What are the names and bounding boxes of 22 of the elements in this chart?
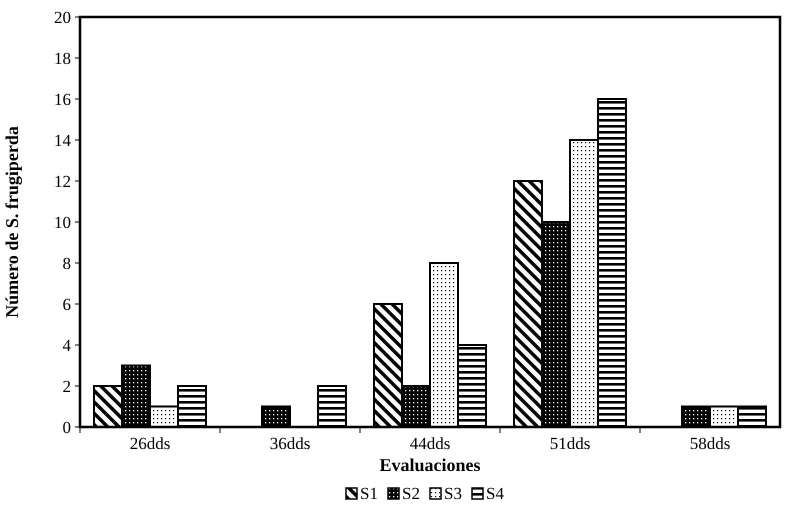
x-tick-label: 26dds [130, 434, 170, 453]
legend-label: S1 [360, 484, 378, 503]
y-tick-label: 2 [62, 376, 71, 396]
x-tick-label: 58dds [690, 434, 730, 453]
y-axis-title: Número de S. frugiperda [2, 126, 22, 318]
y-tick-label: 4 [62, 336, 72, 355]
x-tick-label: 51dds [550, 434, 590, 453]
y-tick-label: 20 [54, 8, 71, 27]
x-tick-label: 44dds [410, 434, 450, 453]
legend-label: S4 [486, 484, 504, 503]
y-tick-label: 18 [54, 48, 71, 68]
legend-label: S2 [402, 484, 420, 503]
x-tick-label: 36dds [270, 434, 310, 453]
y-tick-label: 0 [62, 418, 71, 437]
y-tick-label: 16 [54, 90, 71, 109]
y-tick-label: 14 [54, 130, 72, 150]
y-tick-label: 12 [54, 172, 71, 191]
y-tick-label: 8 [62, 254, 71, 273]
x-axis-title: Evaluaciones [379, 455, 481, 475]
y-tick-label: 6 [62, 294, 71, 314]
y-tick-label: 10 [54, 212, 71, 232]
legend-label: S3 [444, 484, 462, 503]
